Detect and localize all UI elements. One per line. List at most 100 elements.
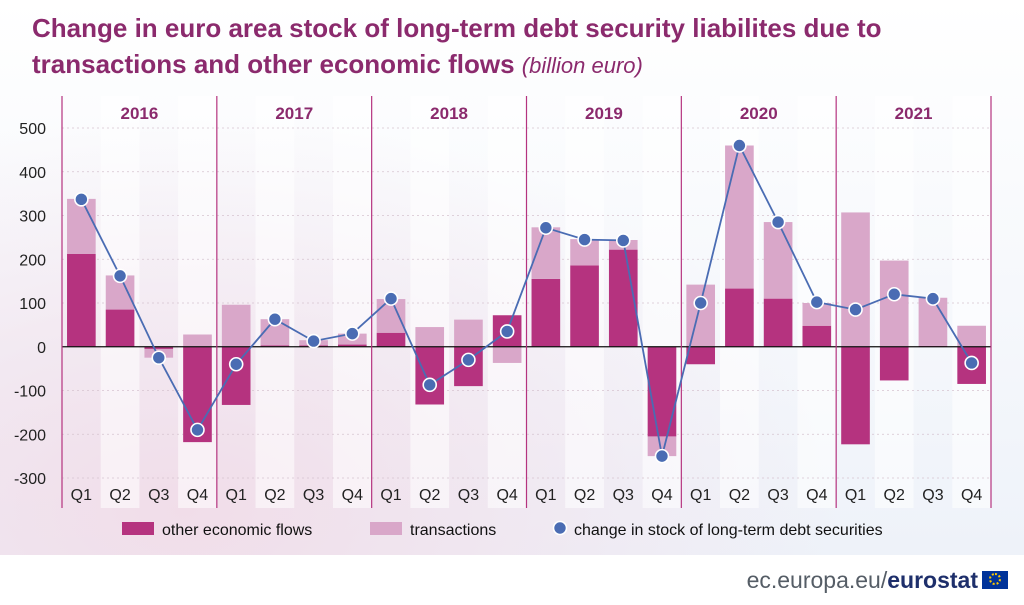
line-point [461, 352, 476, 368]
bar-other-economic-flows [105, 309, 135, 347]
bar-transactions [957, 325, 986, 347]
footer: ec.europa.eu/eurostat [747, 566, 1008, 594]
quarter-band [178, 96, 217, 508]
line-point [228, 356, 244, 372]
x-tick-label: Q3 [148, 487, 169, 504]
bar-other-economic-flows [725, 288, 754, 347]
x-tick-label: Q3 [767, 487, 788, 504]
bar-transactions [763, 222, 793, 299]
year-label: 2016 [121, 104, 159, 123]
footer-brand[interactable]: eurostat [887, 566, 978, 593]
bar-transactions [841, 212, 870, 347]
line-point [422, 377, 438, 393]
bar-other-economic-flows [376, 332, 406, 347]
year-separators [61, 96, 992, 508]
quarter-band [255, 96, 295, 508]
quarter-band [952, 96, 991, 508]
bar-other-economic-flows [570, 265, 599, 347]
year-label: 2021 [895, 104, 933, 123]
bar-other-economic-flows [802, 325, 832, 347]
line-point [267, 311, 283, 327]
bar-other-economic-flows [144, 346, 174, 349]
year-labels: 2016 2017 2018 2019 2020 2021 [121, 104, 933, 123]
x-tick-label: Q4 [806, 487, 827, 504]
x-tick-label: Q2 [884, 487, 905, 504]
line-point [615, 233, 631, 248]
y-tick-labels: -300 -200 -100 0 100 200 300 400 500 [14, 121, 46, 488]
y-tick-label: -100 [14, 384, 46, 401]
year-label: 2017 [275, 104, 313, 123]
bar-transactions [802, 303, 832, 326]
x-tick-label: Q4 [651, 487, 672, 504]
bar-other-economic-flows [763, 298, 793, 347]
line-series [74, 138, 979, 464]
x-tick-labels: Q1 Q2 Q3 Q4 Q1 Q2 Q3 Q4 Q1 Q2 Q3 Q4 Q1 Q2 Q3 Q4 Q1 Q2 Q3 Q4… [71, 487, 983, 504]
x-tick-label: Q2 [109, 487, 130, 504]
y-tick-label: 200 [19, 252, 46, 269]
bar-transactions [67, 198, 96, 254]
year-label: 2018 [430, 104, 468, 123]
bar-transactions [647, 436, 677, 457]
x-tick-label: Q4 [342, 487, 363, 504]
line-point [886, 286, 902, 302]
y-tick-label: 300 [19, 209, 46, 226]
y-tick-label: -300 [14, 471, 46, 488]
bar-other-economic-flows [260, 345, 290, 347]
bars [67, 145, 986, 457]
bar-other-economic-flows [531, 278, 561, 347]
line-point [770, 214, 786, 230]
bar-other-economic-flows [686, 346, 716, 365]
bar-other-economic-flows [647, 346, 677, 437]
legend-label-transactions: transactions [410, 522, 496, 539]
legend-label-change-in-stock: change in stock of long-term debt securi… [574, 522, 883, 539]
x-tick-label: Q3 [458, 487, 479, 504]
legend-swatch-transactions [370, 522, 402, 535]
bar-transactions [454, 319, 483, 347]
x-tick-label: Q2 [264, 487, 285, 504]
line-point [383, 291, 399, 306]
line-point [306, 333, 321, 349]
bar-transactions [492, 346, 522, 363]
quarter-band [410, 96, 450, 508]
x-tick-label: Q1 [71, 487, 92, 504]
y-tick-label: 0 [37, 340, 46, 357]
x-tick-label: Q4 [187, 487, 208, 504]
bar-transactions [879, 260, 909, 347]
bar-transactions [686, 284, 716, 347]
y-tick-label: 100 [19, 296, 46, 313]
bar-other-economic-flows [841, 346, 870, 445]
x-tick-label: Q1 [690, 487, 711, 504]
bar-transactions [221, 304, 251, 347]
x-tick-label: Q1 [380, 487, 401, 504]
bar-other-economic-flows [337, 344, 367, 347]
line-point [345, 326, 360, 341]
footer-site[interactable]: ec.europa.eu/ [746, 566, 888, 593]
line-point [151, 350, 167, 365]
x-tick-label: Q3 [922, 487, 943, 504]
x-tick-label: Q1 [226, 487, 247, 504]
line-point [732, 138, 747, 153]
x-tick-label: Q3 [303, 487, 324, 504]
line-point [190, 422, 205, 438]
bar-transactions [725, 145, 754, 289]
line-point [74, 192, 89, 207]
line-point [964, 355, 979, 371]
x-tick-label: Q2 [419, 487, 440, 504]
line-point [112, 268, 128, 284]
chart: 2016 2017 2018 2019 2020 2021 -300 -200 -100 0 10… [14, 96, 992, 539]
x-tick-label: Q1 [845, 487, 866, 504]
x-tick-label: Q4 [961, 487, 982, 504]
legend: other economic flows transactions change i… [122, 520, 883, 539]
year-label: 2019 [585, 104, 623, 123]
chart-title: Change in euro area stock of long-term d… [32, 10, 1002, 84]
line-point [499, 324, 515, 339]
y-tick-label: -200 [14, 427, 46, 444]
y-tick-label: 400 [19, 165, 46, 182]
line-point [925, 291, 941, 306]
bar-other-economic-flows [415, 346, 445, 405]
line-point [577, 232, 592, 247]
y-tick-label: 500 [19, 121, 46, 138]
x-tick-label: Q2 [574, 487, 595, 504]
line-point [809, 294, 825, 310]
quarter-band [332, 96, 372, 508]
